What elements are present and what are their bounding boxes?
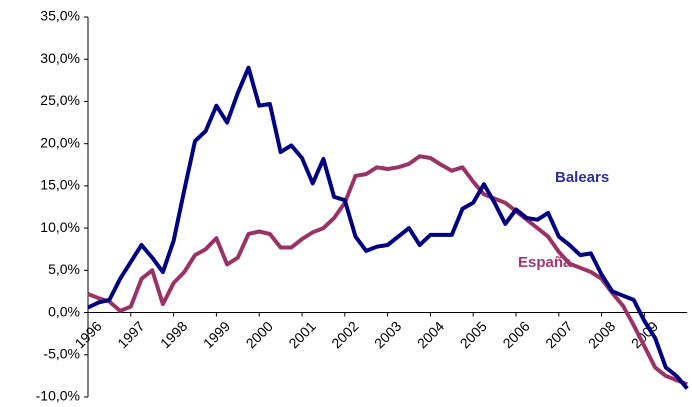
x-tick-label: 2003 [371,318,404,351]
x-tick-label: 1997 [114,318,147,351]
x-tick-label: 2001 [285,318,318,351]
x-tick-label: 2007 [542,318,575,351]
x-tick-label: 2004 [414,318,447,351]
series-line [87,154,688,387]
y-tick-label: 20,0% [40,134,80,150]
x-tick-label: 2002 [328,318,361,351]
y-tick-label: 10,0% [40,219,80,235]
y-tick-label: 35,0% [40,8,80,24]
y-tick-label: 25,0% [40,92,80,108]
balears-label: Balears [555,169,609,186]
y-tick-label: 15,0% [40,177,80,193]
y-tick-label: 30,0% [40,50,80,66]
y-tick-label: 0,0% [48,303,80,319]
espana-label: España [518,254,572,271]
x-tick-label: 2008 [585,318,618,351]
series-line [87,65,689,390]
y-tick-label: -5,0% [43,345,80,361]
x-tick-label: 2006 [499,318,532,351]
x-tick-label: 1998 [157,318,190,351]
y-tick-label: -10,0% [36,388,80,404]
y-tick-label: 5,0% [48,261,80,277]
x-tick-label: 2005 [457,318,490,351]
x-tick-label: 2000 [243,318,276,351]
x-tick-label: 1999 [200,318,233,351]
